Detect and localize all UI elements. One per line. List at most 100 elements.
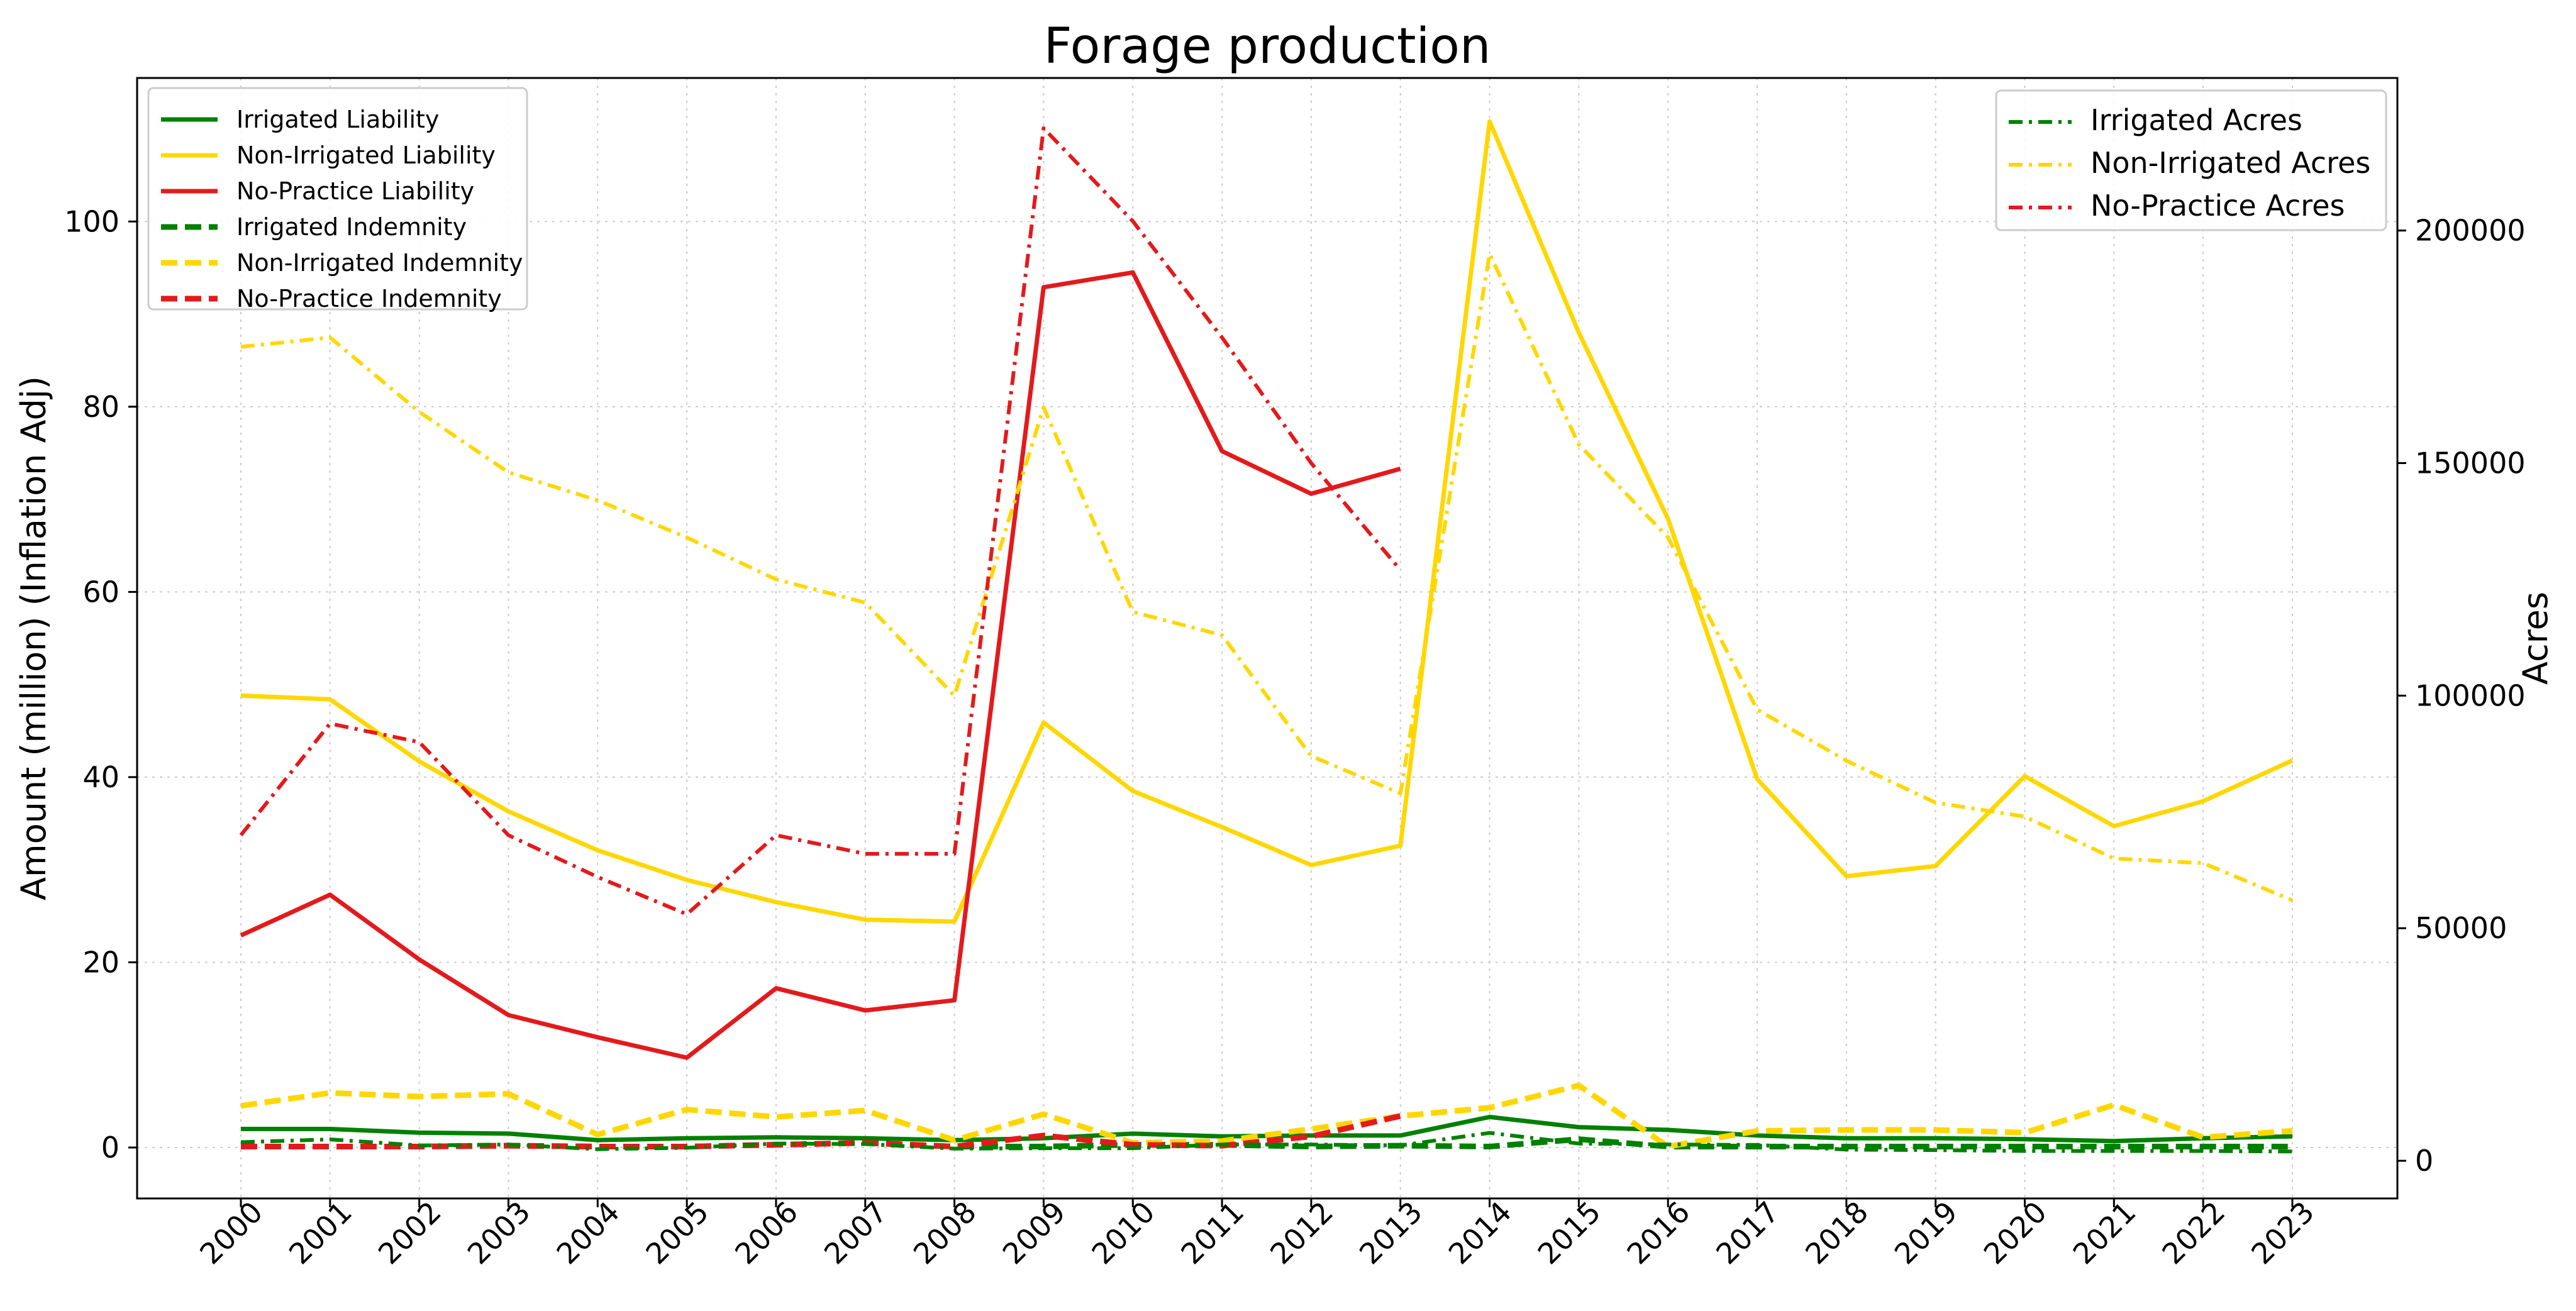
data-point [241,1105,242,1106]
data-point [597,500,598,501]
data-point [1489,253,1490,254]
legend-label: Non-Irrigated Indemnity [236,249,523,277]
data-point [1489,1146,1490,1147]
data-point [1489,121,1490,122]
data-point [1489,1107,1490,1108]
y-axis-label-left: Amount (million) (Inflation Adj) [14,376,53,900]
data-point [1043,722,1044,723]
y-tick-label-left: 20 [82,945,119,979]
legend-label: No-Practice Indemnity [236,285,502,313]
data-point [1043,1114,1044,1115]
series-irrigated-acres [240,1131,2293,1154]
data-point [1400,1135,1401,1136]
data-point [954,921,955,922]
data-point [597,850,598,851]
data-point [1400,845,1401,846]
legend-label: Irrigated Acres [2090,103,2302,137]
series-non-irrigated-indemnity [240,1082,2293,1149]
y-tick-label-left: 100 [64,204,119,238]
series-line [240,270,1401,1060]
data-point [2024,1146,2025,1147]
data-point [508,1093,509,1094]
data-point [1935,1146,1936,1147]
data-point [241,935,242,936]
y-tick-label-right: 200000 [2415,214,2526,248]
data-point [1222,1136,1223,1137]
data-point [1935,1138,1936,1139]
data-point [2203,1146,2204,1147]
data-point [508,1144,509,1145]
data-point [241,695,242,696]
y-tick-label-right: 50000 [2415,911,2507,945]
data-point [2203,1138,2204,1139]
data-point [508,811,509,812]
series-layer [239,119,2294,1154]
y-tick-label-right: 0 [2415,1144,2433,1178]
data-point [1489,1132,1490,1133]
data-point [1043,1148,1044,1149]
data-point [1757,778,1758,779]
data-point [2292,1151,2293,1152]
data-point [1222,1144,1223,1145]
data-point [1757,1135,1758,1136]
data-point [954,1140,955,1141]
data-point [1400,793,1401,794]
legend-label: Non-Irrigated Liability [236,141,496,169]
data-point [1222,337,1223,338]
data-point [1400,1115,1401,1116]
chart-title: Forage production [1044,18,1491,75]
data-point [2203,801,2204,802]
data-point [1757,1144,1758,1145]
data-point [597,1140,598,1141]
data-point [597,1134,598,1135]
data-point [1935,802,1936,803]
data-point [508,835,509,836]
data-point [954,695,955,696]
data-point [2024,776,2025,777]
data-point [1222,635,1223,636]
legend-right: Irrigated Acres Non-Irrigated Acres No-Pra… [1995,89,2387,231]
data-point [1043,1135,1044,1136]
y-tick-label-left: 40 [82,760,119,794]
plot-frame [136,77,2399,1200]
series-line [240,1131,2293,1154]
data-point [1935,1130,1936,1131]
grid-layer [137,78,2397,1198]
series-line [239,126,1402,916]
y-tick-label-left: 80 [82,390,119,424]
data-point [2024,816,2025,817]
data-point [2292,760,2293,761]
data-point [508,472,509,473]
data-point [241,1146,242,1147]
legend-label: Irrigated Indemnity [236,213,467,241]
data-point [2024,1132,2025,1133]
data-point [776,1143,777,1144]
y-tick-label-right: 150000 [2415,446,2526,480]
legend-label: Irrigated Liability [236,106,439,133]
data-point [1400,468,1401,469]
series-no-practice-acres [239,126,1402,916]
series-line [240,1082,2293,1149]
legend-label: No-Practice Liability [236,177,474,205]
data-point [241,346,242,347]
series-line [240,252,2294,902]
data-point [954,1148,955,1149]
data-point [508,1133,509,1134]
legend-layer: Irrigated Liability Non-Irrigated Liabili… [147,87,2387,313]
data-point [954,853,955,854]
data-point [776,835,777,836]
series-non-irrigated-acres [240,252,2294,902]
data-point [1757,709,1758,710]
data-point [597,1146,598,1147]
legend-left: Irrigated Liability Non-Irrigated Liabili… [147,87,528,313]
series-non-irrigated-liability [240,119,2294,924]
legend-box [1995,89,2387,231]
series-no-practice-liability [240,270,1401,1060]
y-tick-label-left: 0 [101,1131,119,1164]
y-axis-label-right: Acres [2516,592,2555,685]
data-point [776,579,777,580]
data-point [1935,1150,1936,1151]
y-tick-label-left: 60 [82,575,119,609]
